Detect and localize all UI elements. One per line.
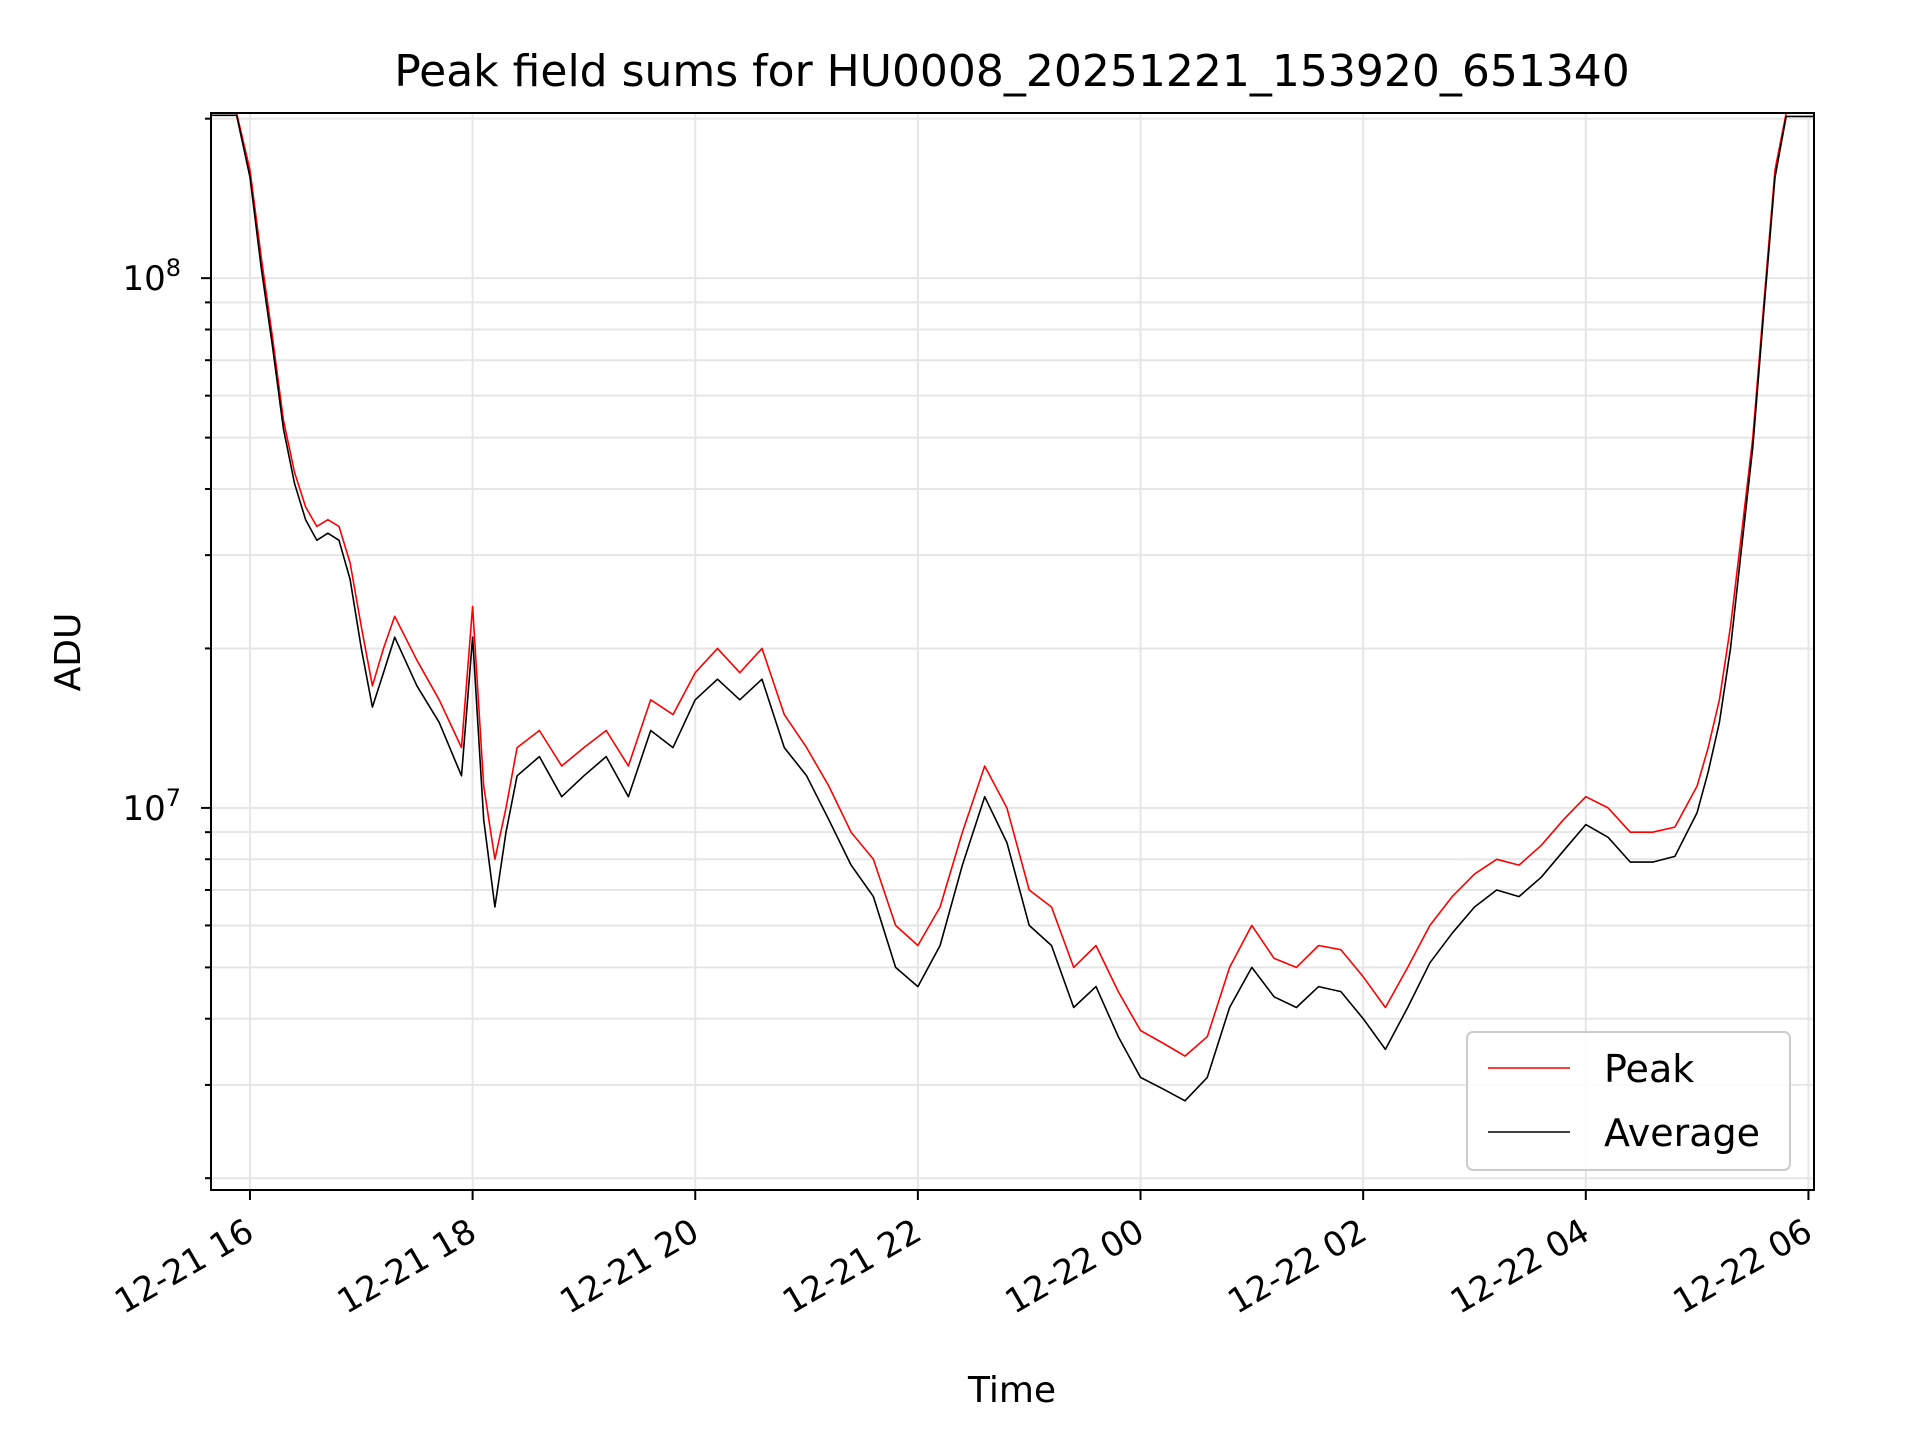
y-tick-label: 108 <box>122 254 181 299</box>
plot-series <box>211 113 1814 1102</box>
y-axis-label: ADU <box>48 613 89 692</box>
series-line-average <box>211 114 1814 1102</box>
series-line-peak <box>211 113 1814 1057</box>
chart-title: Peak field sums for HU0008_20251221_1539… <box>394 46 1630 97</box>
legend-box <box>1466 1031 1791 1171</box>
legend: Peak Average <box>1466 1031 1791 1171</box>
plot-frame <box>210 112 1815 1191</box>
legend-label-peak: Peak <box>1604 1047 1694 1091</box>
y-tick-exponent: 8 <box>166 254 181 282</box>
legend-label-average: Average <box>1604 1111 1760 1155</box>
y-tick-label: 107 <box>122 784 181 829</box>
y-tick-exponent: 7 <box>166 784 181 812</box>
grid <box>211 113 1814 1190</box>
x-axis-label: Time <box>967 1370 1056 1411</box>
y-axis-ticks: 108 107 <box>122 117 211 1180</box>
